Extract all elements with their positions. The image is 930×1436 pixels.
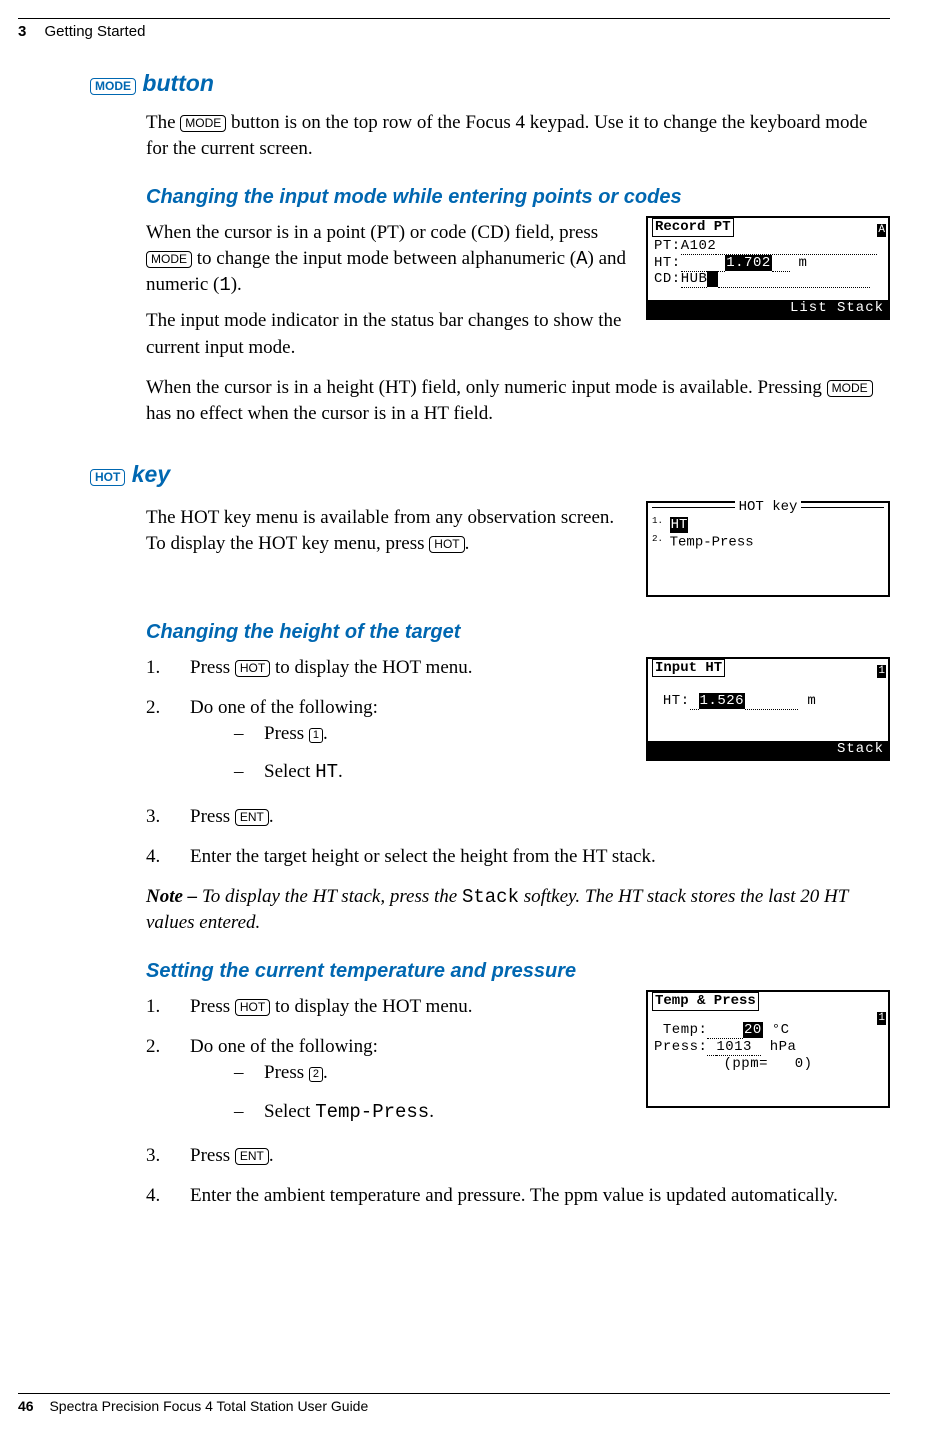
subheading-target-height: Changing the height of the target: [146, 619, 890, 647]
subheading-temp-press: Setting the current temperature and pres…: [146, 958, 890, 986]
list-item: Press ENT.: [146, 1143, 890, 1169]
hot-keycap-icon: HOT: [429, 536, 464, 553]
input-mode-p1: When the cursor is in a point (PT) or co…: [146, 220, 630, 299]
list-item: Do one of the following: Press 1. Select…: [146, 695, 630, 786]
page-number: 46: [18, 1398, 34, 1414]
mode-keycap-icon: MODE: [180, 115, 226, 132]
list-item: Press ENT.: [146, 804, 890, 830]
section-mode-button-title: MODE button: [90, 68, 890, 100]
page-footer: 46 Spectra Precision Focus 4 Total Stati…: [18, 1393, 890, 1414]
page-header: 3 Getting Started: [18, 18, 890, 40]
mode-intro: The MODE button is on the top row of the…: [146, 110, 890, 162]
lcd-title: Input HT: [652, 659, 725, 678]
mode-keycap-icon: MODE: [827, 380, 873, 397]
list-item: Press HOT to display the HOT menu.: [146, 994, 630, 1020]
steps-temp: Press HOT to display the HOT menu. Do on…: [146, 994, 630, 1125]
steps-height-cont: Press ENT. Enter the target height or se…: [146, 804, 890, 870]
hot-section-body: The HOT key menu is available from any o…: [146, 501, 890, 1209]
content-area: MODE button The MODE button is on the to…: [90, 68, 890, 1209]
lcd-temp-press: Temp & Press 1 Temp: 20 °C Press: 1013 h…: [646, 990, 890, 1108]
chapter-title: Getting Started: [45, 23, 146, 40]
mode-badge: 1: [877, 665, 886, 678]
lcd-hot-menu: HOT key 1. HT 2. Temp-Press: [646, 501, 890, 597]
lcd-softkey-bar: List Stack: [648, 300, 888, 318]
input-mode-p3: When the cursor is in a height (HT) fiel…: [146, 375, 890, 427]
page: 3 Getting Started MODE button The MODE b…: [0, 0, 930, 1436]
list-item: Do one of the following: Press 2. Select…: [146, 1034, 630, 1125]
subheading-input-mode: Changing the input mode while entering p…: [146, 184, 890, 212]
lcd-softkey-bar: Stack: [648, 741, 888, 759]
list-item: Press HOT to display the HOT menu.: [146, 655, 630, 681]
hot-intro: The HOT key menu is available from any o…: [146, 505, 630, 557]
note-ht-stack: Note – To display the HT stack, press th…: [146, 884, 890, 936]
steps-height: Press HOT to display the HOT menu. Do on…: [146, 655, 630, 786]
mode-section-body: The MODE button is on the top row of the…: [146, 110, 890, 428]
chapter-number: 3: [18, 23, 26, 40]
hot-keycap-icon: HOT: [235, 999, 270, 1016]
two-keycap-icon: 2: [309, 1067, 323, 1082]
section-mode-button-label: button: [142, 70, 214, 96]
hot-keycap-icon: HOT: [90, 469, 125, 486]
ent-keycap-icon: ENT: [235, 809, 269, 826]
mode-badge: A: [877, 224, 886, 237]
steps-temp-cont: Press ENT. Enter the ambient temperature…: [146, 1143, 890, 1209]
section-hot-key-title: HOT key: [90, 459, 890, 491]
hot-keycap-icon: HOT: [235, 660, 270, 677]
lcd-record-pt: Record PT A PT:A102 HT: 1.702 m CD:HUB L…: [646, 216, 890, 320]
ent-keycap-icon: ENT: [235, 1148, 269, 1165]
one-keycap-icon: 1: [309, 728, 323, 743]
lcd-input-ht: Input HT 1 HT: 1.526 m Stack: [646, 657, 890, 761]
mode-keycap-icon: MODE: [90, 78, 136, 95]
footer-title: Spectra Precision Focus 4 Total Station …: [49, 1398, 368, 1414]
list-item: Enter the ambient temperature and pressu…: [146, 1183, 890, 1209]
lcd-title: Temp & Press: [652, 992, 759, 1011]
section-hot-key-label: key: [132, 461, 170, 487]
lcd-title: Record PT: [652, 218, 734, 237]
list-item: Enter the target height or select the he…: [146, 844, 890, 870]
mode-keycap-icon: MODE: [146, 251, 192, 268]
input-mode-p2: The input mode indicator in the status b…: [146, 308, 630, 360]
